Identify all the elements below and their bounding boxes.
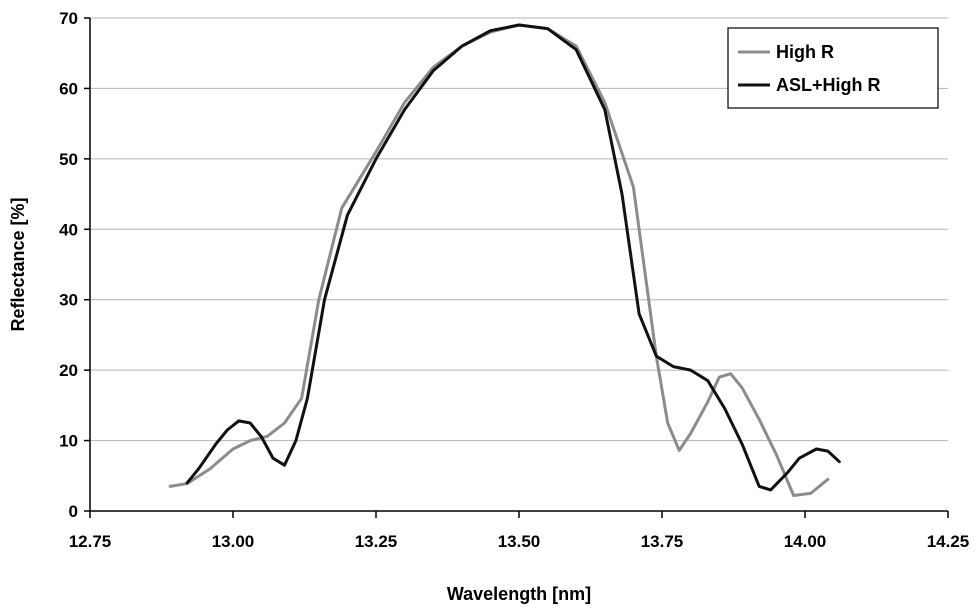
y-tick-label: 50	[59, 150, 78, 169]
legend-label-asl-high-r: ASL+High R	[776, 75, 881, 95]
x-axis-title: Wavelength [nm]	[447, 584, 591, 604]
x-tick-label: 12.75	[69, 532, 112, 551]
x-tick-label: 14.25	[927, 532, 970, 551]
x-tick-label: 13.75	[641, 532, 684, 551]
x-tick-label: 14.00	[784, 532, 827, 551]
y-tick-label: 10	[59, 432, 78, 451]
axes	[89, 18, 948, 512]
legend-box	[727, 27, 939, 109]
y-tick-label: 70	[59, 9, 78, 28]
legend: High R ASL+High R	[727, 27, 939, 109]
series-layer	[168, 23, 841, 497]
y-tick-labels: 0 10 20 30 40 50 60 70	[59, 9, 78, 521]
y-tick-label: 20	[59, 361, 78, 380]
x-tick-label: 13.00	[212, 532, 255, 551]
y-tick-label: 40	[59, 220, 78, 239]
series-line-1	[185, 23, 841, 492]
y-tick-label: 0	[69, 502, 78, 521]
x-tick-label: 13.25	[355, 532, 398, 551]
x-tick-label: 13.50	[498, 532, 541, 551]
gridlines	[84, 17, 949, 518]
y-axis-title: Reflectance [%]	[8, 197, 28, 331]
x-tick-labels: 12.75 13.00 13.25 13.50 13.75 14.00 14.25	[69, 532, 970, 551]
y-tick-label: 60	[59, 79, 78, 98]
y-tick-label: 30	[59, 291, 78, 310]
legend-label-high-r: High R	[776, 42, 834, 62]
